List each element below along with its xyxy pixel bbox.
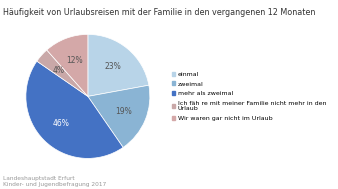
Text: 19%: 19% xyxy=(115,107,132,116)
Wedge shape xyxy=(88,85,150,147)
Text: 4%: 4% xyxy=(53,66,65,75)
Text: 12%: 12% xyxy=(66,56,82,65)
Wedge shape xyxy=(37,50,88,96)
Text: 46%: 46% xyxy=(52,119,69,128)
Text: 23%: 23% xyxy=(104,62,121,71)
Text: Häufigkeit von Urlaubsreisen mit der Familie in den vergangenen 12 Monaten: Häufigkeit von Urlaubsreisen mit der Fam… xyxy=(3,8,316,17)
Text: Landeshauptstadt Erfurt
Kinder- und Jugendbefragung 2017: Landeshauptstadt Erfurt Kinder- und Juge… xyxy=(3,176,106,187)
Legend: einmal, zweimal, mehr als zweimal, Ich fäh re mit meiner Familie nicht mehr in d: einmal, zweimal, mehr als zweimal, Ich f… xyxy=(172,72,327,121)
Wedge shape xyxy=(88,34,149,96)
Wedge shape xyxy=(47,34,88,96)
Wedge shape xyxy=(26,61,123,158)
